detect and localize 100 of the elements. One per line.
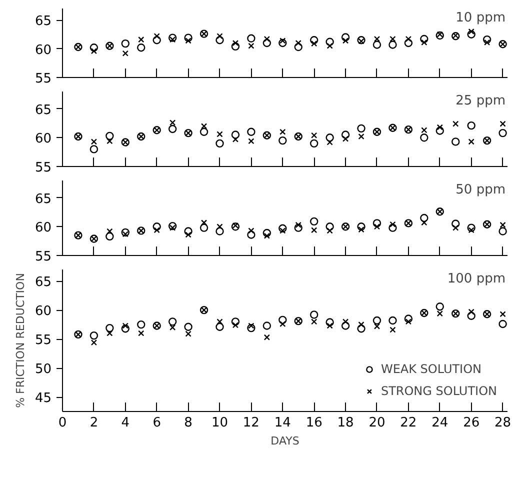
point [500,311,506,318]
point [154,227,160,234]
point [247,128,256,136]
point [264,232,270,239]
point [264,334,270,340]
point [122,50,128,56]
point [121,39,130,48]
point [388,224,397,232]
point [452,224,459,231]
point [216,227,224,236]
point [467,312,476,320]
point [498,227,507,236]
point [106,330,113,336]
point [152,222,161,231]
point [121,324,130,333]
point [452,220,460,228]
annotation: 100 ppm [447,272,506,286]
point [357,222,366,231]
x-tick-label: 14 [274,416,291,430]
point [200,128,208,136]
point [436,126,444,135]
point [467,121,476,130]
point [200,224,208,232]
point [342,136,349,142]
point [280,320,286,328]
point [436,310,443,317]
point [137,44,146,52]
point [404,38,413,48]
point [468,138,474,145]
point [310,139,318,148]
point [436,31,443,38]
point [421,127,428,134]
point [452,138,460,146]
point [278,38,287,48]
point [326,139,333,146]
y-tick-label: 55 [34,160,52,176]
x-tick-label: 8 [184,416,192,430]
point [341,130,350,139]
point [248,42,254,49]
point [341,322,350,330]
point [152,36,161,44]
point [374,224,380,230]
point [168,124,177,134]
y-tick-label: 55 [34,72,52,86]
point [231,42,240,51]
point [341,33,350,42]
x-tick-label: 2 [90,416,98,430]
x-tick-label: 26 [463,416,480,430]
legend-label: WEAK SOLUTION [380,362,482,376]
point [311,40,318,47]
point [358,226,364,233]
point [498,320,507,328]
point [390,36,396,42]
point [342,38,349,44]
point [262,228,272,238]
point [262,322,272,330]
point [468,227,474,234]
point [200,123,208,130]
point [295,222,302,228]
point [169,224,176,231]
y-tick-label: 65 [34,192,52,207]
point [231,318,240,326]
point [137,320,146,329]
point [280,38,286,44]
x-tick-label: 24 [432,416,448,430]
point [169,324,176,331]
point [90,44,98,52]
x-tick-label: 22 [400,416,417,430]
point [216,131,223,138]
point [372,40,382,49]
point [231,130,240,139]
point [168,318,177,326]
point [404,314,413,323]
point [138,36,144,43]
point [216,139,224,148]
point [436,31,444,40]
point [326,228,333,234]
point [467,30,476,38]
y-tick-label: 60 [34,304,52,320]
point [294,42,302,52]
legend-label: STRONG SOLUTION [380,384,497,398]
y-tick-label: 65 [34,14,52,29]
point [232,136,239,142]
point [467,224,476,232]
y-tick-label: 45 [34,391,52,406]
point [405,318,412,325]
y-tick-label: 60 [34,220,52,236]
point [185,330,192,337]
point [484,39,490,46]
point [358,133,364,140]
point [168,222,177,230]
point [106,232,114,241]
x-tick-label: 20 [368,416,386,430]
point [421,220,428,226]
x-tick-label: 10 [211,416,228,430]
point [420,134,428,142]
point [90,48,98,54]
point [374,36,380,42]
annotation: 50 ppm [456,182,506,198]
point [326,42,333,49]
